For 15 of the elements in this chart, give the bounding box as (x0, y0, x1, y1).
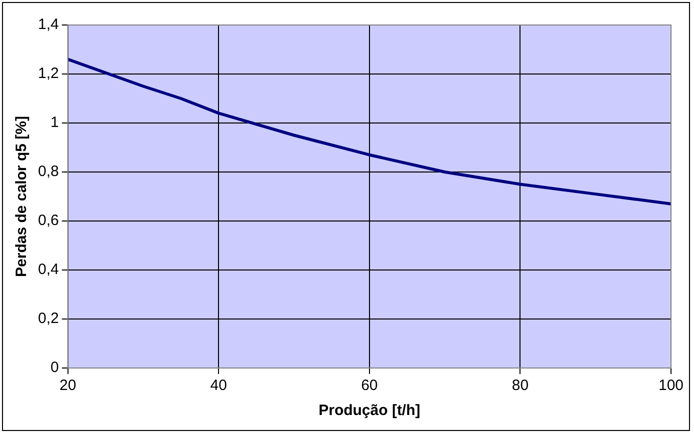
y-axis-title: Perdas de calor q5 [%] (13, 116, 30, 277)
y-tick-label: 1 (50, 114, 59, 132)
x-axis-title: Produção [t/h] (318, 402, 420, 420)
x-tick-label: 20 (60, 377, 76, 394)
y-tick-label: 0,2 (38, 310, 59, 328)
y-tick-label: 1,4 (38, 16, 59, 34)
y-tick-label: 0,4 (38, 261, 59, 278)
x-tick-label: 60 (361, 377, 378, 394)
y-tick-label: 1,2 (38, 65, 59, 82)
y-tick-label: 0,6 (38, 212, 59, 230)
y-tick-label: 0 (50, 359, 59, 376)
x-tick-label: 100 (658, 377, 684, 394)
y-tick-label: 0,8 (38, 163, 59, 180)
x-tick-label: 80 (512, 377, 529, 394)
x-tick-label: 40 (210, 377, 227, 394)
